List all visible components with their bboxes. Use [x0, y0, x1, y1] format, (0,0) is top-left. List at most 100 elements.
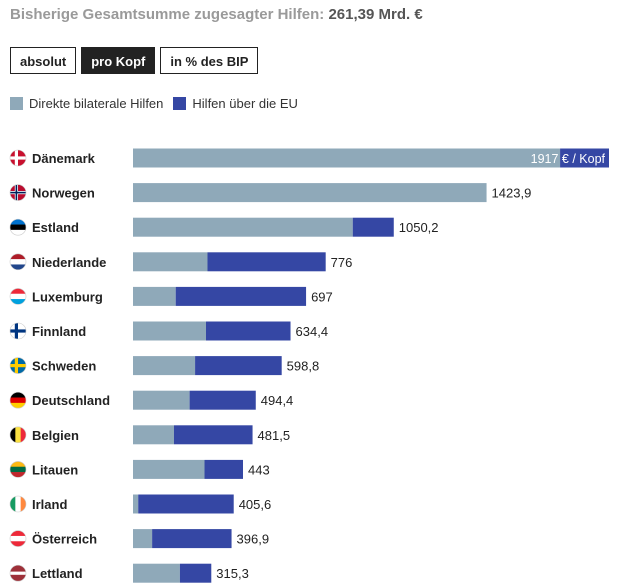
country-label: Niederlande — [32, 255, 106, 270]
flag-part — [10, 224, 26, 231]
flag-part — [10, 329, 26, 333]
data-label-value: 494,4 — [261, 393, 294, 408]
flag-part — [10, 264, 26, 270]
flag-border — [9, 357, 27, 374]
flag-border — [9, 495, 27, 513]
bar-bilateral — [133, 529, 153, 549]
data-label-value: 776 — [331, 255, 353, 270]
flag-border — [9, 149, 27, 167]
data-label-value: 598,8 — [287, 359, 320, 374]
bar-chart: Dänemark 1917 € / Kopf Norwegen 1423,9 Estla… — [9, 148, 609, 583]
flag-lu-icon — [10, 288, 26, 305]
country-row-nl: Niederlande 776 — [9, 252, 353, 272]
flag-part — [10, 288, 26, 295]
country-row-ee: Estland 1050,2 — [9, 217, 439, 237]
legend-swatch-bilateral — [10, 97, 23, 110]
chart-legend: Direkte bilaterale Hilfen Hilfen über di… — [10, 96, 308, 111]
bar-bilateral — [133, 183, 487, 203]
country-label: Litauen — [32, 462, 78, 477]
bar-eu — [175, 286, 307, 306]
country-label: Lettland — [32, 566, 83, 581]
view-toggle: absolut pro Kopf in % des BIP — [10, 47, 259, 74]
page-title: Bisherige Gesamtsumme zugesagter Hilfen:… — [10, 6, 423, 23]
country-label: Estland — [32, 220, 79, 235]
flag-border — [9, 391, 27, 409]
flag-part — [15, 496, 21, 512]
toggle-pro-kopf-button[interactable]: pro Kopf — [81, 47, 156, 74]
bar-bilateral — [133, 425, 174, 445]
country-label: Deutschland — [32, 393, 110, 408]
flag-part — [10, 397, 26, 404]
flag-ee-icon — [10, 219, 26, 236]
country-label: Belgien — [32, 428, 79, 443]
flag-fi-icon — [10, 323, 26, 339]
country-row-ie: Irland 405,6 — [9, 494, 272, 514]
bar-bilateral — [133, 356, 196, 376]
flag-part — [10, 219, 26, 225]
flag-ie-icon — [10, 496, 26, 512]
flag-at-icon — [10, 530, 26, 547]
flag-border — [9, 184, 27, 201]
data-label-value: 1423,9 — [492, 186, 532, 201]
flag-border — [9, 461, 27, 478]
flag-dk-icon — [10, 150, 26, 166]
flag-lv-icon — [10, 565, 26, 582]
flag-part — [10, 229, 26, 236]
country-row-no: Norwegen 1423,9 — [9, 183, 532, 203]
country-row-de: Deutschland 494,4 — [9, 390, 294, 410]
toggle-bip-percent-button[interactable]: in % des BIP — [160, 47, 259, 74]
bar-bilateral — [133, 148, 561, 168]
bar-eu — [189, 390, 256, 410]
flag-part — [20, 496, 26, 512]
bar-eu — [195, 356, 282, 376]
flag-border — [9, 253, 27, 271]
bar-bilateral — [133, 252, 208, 272]
flag-part — [10, 392, 26, 398]
bar-bilateral — [133, 217, 353, 237]
country-label: Dänemark — [32, 151, 96, 166]
bar-bilateral — [133, 459, 205, 479]
flag-de-icon — [10, 392, 26, 409]
country-label: Österreich — [32, 532, 97, 547]
flag-be-icon — [10, 426, 26, 443]
bar-bilateral — [133, 563, 180, 583]
flag-part — [10, 530, 26, 537]
flag-border — [9, 530, 27, 547]
flag-part — [10, 541, 26, 547]
flag-border — [9, 564, 27, 582]
data-label-value: 697 — [311, 289, 333, 304]
bar-bilateral — [133, 494, 139, 514]
flag-part — [10, 191, 26, 194]
bar-eu — [204, 459, 243, 479]
country-row-fi: Finnland 634,4 — [9, 321, 328, 341]
flag-nl-icon — [10, 253, 26, 270]
flag-part — [10, 402, 26, 409]
toggle-absolut-button[interactable]: absolut — [10, 47, 77, 74]
legend-label-bilateral: Direkte bilaterale Hilfen — [29, 96, 164, 111]
data-label-value: 1050,2 — [399, 220, 439, 235]
bar-eu — [207, 252, 326, 272]
country-label: Irland — [32, 497, 67, 512]
flag-part — [10, 259, 26, 265]
total-amount: 261,39 Mrd. € — [328, 6, 423, 23]
bar-eu — [560, 148, 609, 168]
bar-eu — [352, 217, 394, 237]
data-label-value: 443 — [248, 462, 270, 477]
flag-part — [10, 293, 26, 300]
title-prefix: Bisherige Gesamtsumme zugesagter Hilfen: — [10, 6, 325, 23]
data-label-value: 396,9 — [237, 532, 270, 547]
bar-bilateral — [133, 286, 176, 306]
flag-part — [10, 496, 16, 512]
data-label-value: 405,6 — [239, 497, 272, 512]
flag-border — [9, 288, 27, 305]
flag-part — [10, 535, 26, 542]
country-row-se: Schweden 598,8 — [9, 356, 320, 376]
flag-part — [15, 426, 21, 443]
country-row-lv: Lettland 315,3 — [9, 563, 249, 583]
country-row-dk: Dänemark 1917 € / Kopf — [9, 148, 609, 168]
flag-part — [10, 156, 26, 160]
flag-se-icon — [10, 357, 26, 374]
bar-eu — [179, 563, 212, 583]
data-label-value: 315,3 — [216, 566, 249, 581]
flag-part — [10, 571, 26, 575]
